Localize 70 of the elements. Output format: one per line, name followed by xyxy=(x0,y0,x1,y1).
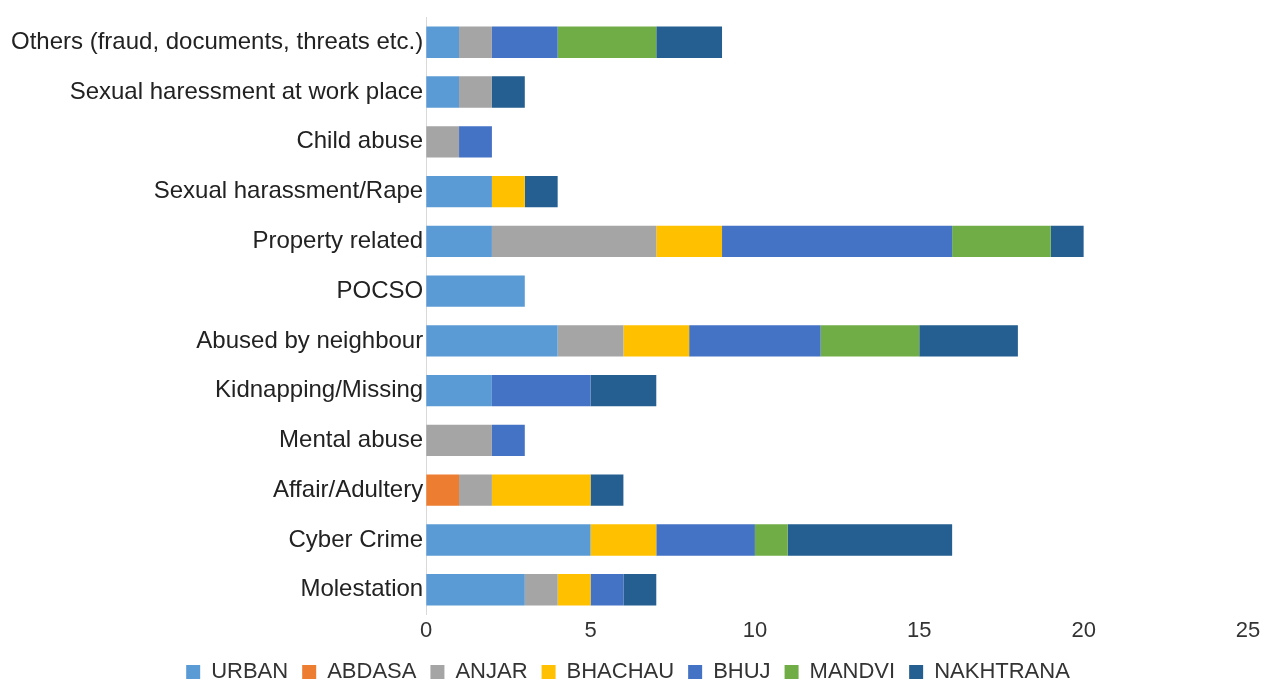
x-tick-label: 20 xyxy=(1071,616,1096,642)
y-tick-label: Cyber Crime xyxy=(288,524,424,552)
x-tick-label: 25 xyxy=(1235,616,1261,642)
bar xyxy=(426,325,558,357)
bar xyxy=(689,325,821,357)
bar xyxy=(491,474,591,506)
bar xyxy=(656,524,755,556)
bar xyxy=(952,225,1051,258)
legend-label: MANDVI xyxy=(809,658,896,684)
bar xyxy=(557,325,624,357)
bar xyxy=(557,26,657,58)
bar xyxy=(426,424,492,457)
bar xyxy=(426,524,591,556)
legend-label: NAKHTRANA xyxy=(934,658,1071,684)
bar xyxy=(590,474,624,506)
bar xyxy=(426,126,460,158)
bar xyxy=(491,374,591,407)
bar xyxy=(459,76,492,108)
bar xyxy=(426,374,492,407)
legend-label: URBAN xyxy=(211,658,289,684)
x-tick-label: 0 xyxy=(420,616,433,642)
bar xyxy=(623,574,657,606)
legend-label: BHACHAU xyxy=(566,658,675,684)
y-tick-label: Molestation xyxy=(300,574,424,602)
bar xyxy=(491,26,558,58)
bar xyxy=(656,225,723,258)
bar xyxy=(919,325,1018,357)
bar xyxy=(459,26,492,58)
bar xyxy=(459,474,492,506)
bar xyxy=(787,524,953,556)
x-tick-label: 5 xyxy=(584,616,597,642)
bar xyxy=(426,225,492,258)
y-tick-label: Sexual haressment at work place xyxy=(69,76,424,104)
bar xyxy=(491,424,525,457)
bar xyxy=(426,175,492,208)
bar xyxy=(426,275,525,307)
y-tick-label: Others (fraud, documents, threats etc.) xyxy=(11,26,424,54)
bar xyxy=(820,325,920,357)
bar xyxy=(524,574,558,606)
legend-label: BHUJ xyxy=(713,658,771,684)
legend-label: ANJAR xyxy=(455,658,528,684)
bar xyxy=(426,474,460,506)
bar xyxy=(623,325,690,357)
y-tick-label: Mental abuse xyxy=(279,425,424,453)
bar xyxy=(426,26,460,58)
y-tick-label: Abused by neighbour xyxy=(196,325,424,353)
y-tick-label: Child abuse xyxy=(296,126,424,154)
bar xyxy=(656,26,723,58)
x-tick-label: 10 xyxy=(742,616,768,642)
x-tick-label: 15 xyxy=(907,616,932,642)
y-tick-label: Sexual harassment/Rape xyxy=(153,176,424,204)
bar xyxy=(491,175,525,208)
bar xyxy=(524,175,558,208)
bar xyxy=(590,524,657,556)
y-tick-label: Affair/Adultery xyxy=(272,474,424,502)
bar xyxy=(1050,225,1084,258)
bar xyxy=(491,76,525,108)
bar xyxy=(459,126,492,158)
y-tick-label: POCSO xyxy=(336,275,424,303)
bar xyxy=(754,524,788,556)
y-tick-label: Kidnapping/Missing xyxy=(215,375,424,403)
y-tick-label: Property related xyxy=(252,225,424,253)
bar xyxy=(491,225,657,258)
bar xyxy=(722,225,953,258)
bar xyxy=(426,574,525,606)
bar xyxy=(557,574,591,606)
bar xyxy=(426,76,460,108)
legend-label: ABDASA xyxy=(327,658,417,684)
bar xyxy=(590,374,657,407)
bar xyxy=(590,574,624,606)
